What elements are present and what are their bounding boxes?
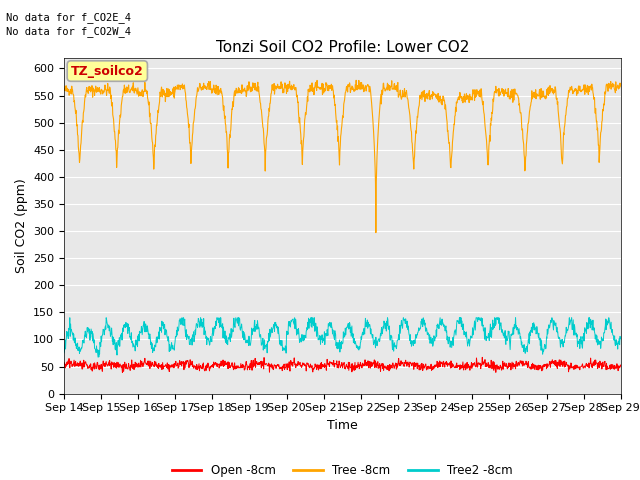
Text: No data for f_CO2E_4: No data for f_CO2E_4 — [6, 12, 131, 23]
Text: No data for f_CO2W_4: No data for f_CO2W_4 — [6, 26, 131, 37]
Tree2 -8cm — [429, 339, 437, 345]
Tree2 -8cm — [247, 339, 255, 345]
Tree -8cm — [372, 230, 380, 236]
Line: Open -8cm: Open -8cm — [64, 357, 621, 372]
Tree2 -8cm — [552, 323, 559, 328]
Tree2 -8cm — [185, 336, 193, 342]
X-axis label: Time: Time — [327, 419, 358, 432]
Open -8cm — [479, 354, 486, 360]
Line: Tree2 -8cm: Tree2 -8cm — [64, 318, 621, 357]
Tree2 -8cm — [94, 354, 102, 360]
Tree2 -8cm — [502, 333, 510, 339]
Open -8cm — [118, 370, 126, 375]
Text: TZ_soilco2: TZ_soilco2 — [71, 64, 144, 78]
Tree2 -8cm — [66, 315, 74, 321]
Tree -8cm — [352, 77, 360, 83]
Open -8cm — [184, 360, 192, 365]
Open -8cm — [171, 364, 179, 370]
Tree -8cm — [246, 87, 254, 93]
Line: Tree -8cm: Tree -8cm — [64, 80, 621, 233]
Legend: Open -8cm, Tree -8cm, Tree2 -8cm: Open -8cm, Tree -8cm, Tree2 -8cm — [167, 459, 518, 480]
Tree -8cm — [617, 83, 625, 88]
Open -8cm — [246, 365, 254, 371]
Open -8cm — [617, 363, 625, 369]
Tree -8cm — [429, 90, 437, 96]
Tree2 -8cm — [617, 336, 625, 342]
Y-axis label: Soil CO2 (ppm): Soil CO2 (ppm) — [15, 178, 28, 273]
Open -8cm — [552, 363, 559, 369]
Open -8cm — [429, 363, 437, 369]
Title: Tonzi Soil CO2 Profile: Lower CO2: Tonzi Soil CO2 Profile: Lower CO2 — [216, 40, 469, 55]
Tree -8cm — [60, 86, 68, 92]
Tree -8cm — [552, 84, 559, 90]
Tree -8cm — [170, 95, 178, 101]
Open -8cm — [502, 360, 510, 366]
Tree -8cm — [184, 114, 191, 120]
Tree -8cm — [502, 90, 510, 96]
Tree2 -8cm — [172, 339, 179, 345]
Open -8cm — [60, 361, 68, 367]
Tree2 -8cm — [60, 350, 68, 356]
